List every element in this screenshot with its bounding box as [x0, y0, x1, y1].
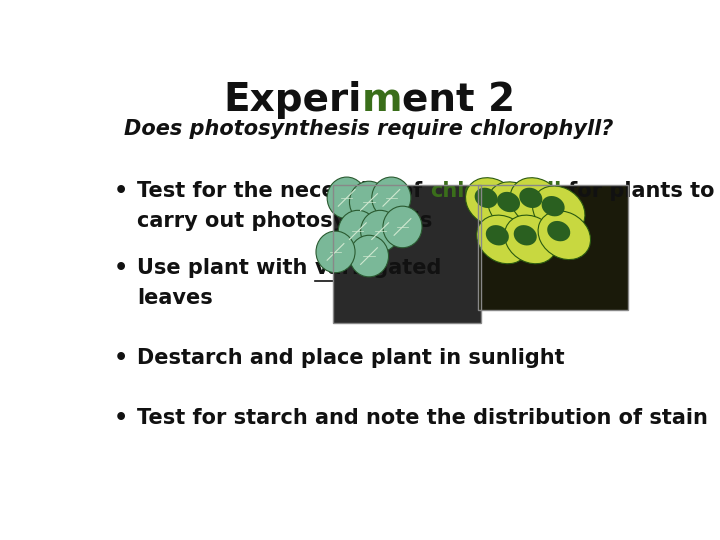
Text: for plants to: for plants to [561, 181, 715, 201]
Ellipse shape [519, 188, 542, 208]
Ellipse shape [547, 221, 570, 241]
Ellipse shape [361, 210, 400, 252]
Text: carry out photosynthesis: carry out photosynthesis [138, 211, 433, 231]
Ellipse shape [488, 182, 540, 231]
Text: Test for the necessity of: Test for the necessity of [138, 181, 430, 201]
Text: variegated: variegated [315, 258, 442, 278]
Bar [478, 185, 629, 310]
Text: •: • [114, 258, 128, 278]
Text: Use plant with: Use plant with [138, 258, 315, 278]
Bar [478, 185, 629, 310]
Ellipse shape [533, 186, 585, 235]
Ellipse shape [372, 177, 411, 219]
Ellipse shape [349, 181, 389, 223]
Ellipse shape [538, 211, 590, 260]
Ellipse shape [505, 215, 557, 264]
Text: ent 2: ent 2 [402, 81, 515, 119]
Ellipse shape [349, 235, 389, 277]
Text: Experi: Experi [223, 81, 361, 119]
Text: •: • [114, 348, 128, 368]
Ellipse shape [477, 215, 529, 264]
Ellipse shape [327, 177, 366, 219]
Text: •: • [114, 408, 128, 428]
Ellipse shape [497, 192, 520, 212]
Ellipse shape [338, 210, 377, 252]
Ellipse shape [510, 178, 562, 226]
Text: chlorophyll: chlorophyll [430, 181, 561, 201]
Ellipse shape [316, 231, 355, 273]
Bar [333, 185, 481, 322]
Ellipse shape [541, 196, 564, 217]
Ellipse shape [486, 225, 509, 246]
Ellipse shape [513, 225, 537, 246]
Ellipse shape [474, 188, 498, 208]
Text: m: m [361, 81, 402, 119]
Ellipse shape [383, 206, 422, 248]
Text: leaves: leaves [138, 288, 213, 308]
Text: Test for starch and note the distribution of stain: Test for starch and note the distributio… [138, 408, 708, 428]
Bar [333, 185, 481, 322]
Text: •: • [114, 181, 128, 201]
Text: Destarch and place plant in sunlight: Destarch and place plant in sunlight [138, 348, 565, 368]
Ellipse shape [466, 178, 518, 226]
Text: Does photosynthesis require chlorophyll?: Does photosynthesis require chlorophyll? [125, 119, 613, 139]
